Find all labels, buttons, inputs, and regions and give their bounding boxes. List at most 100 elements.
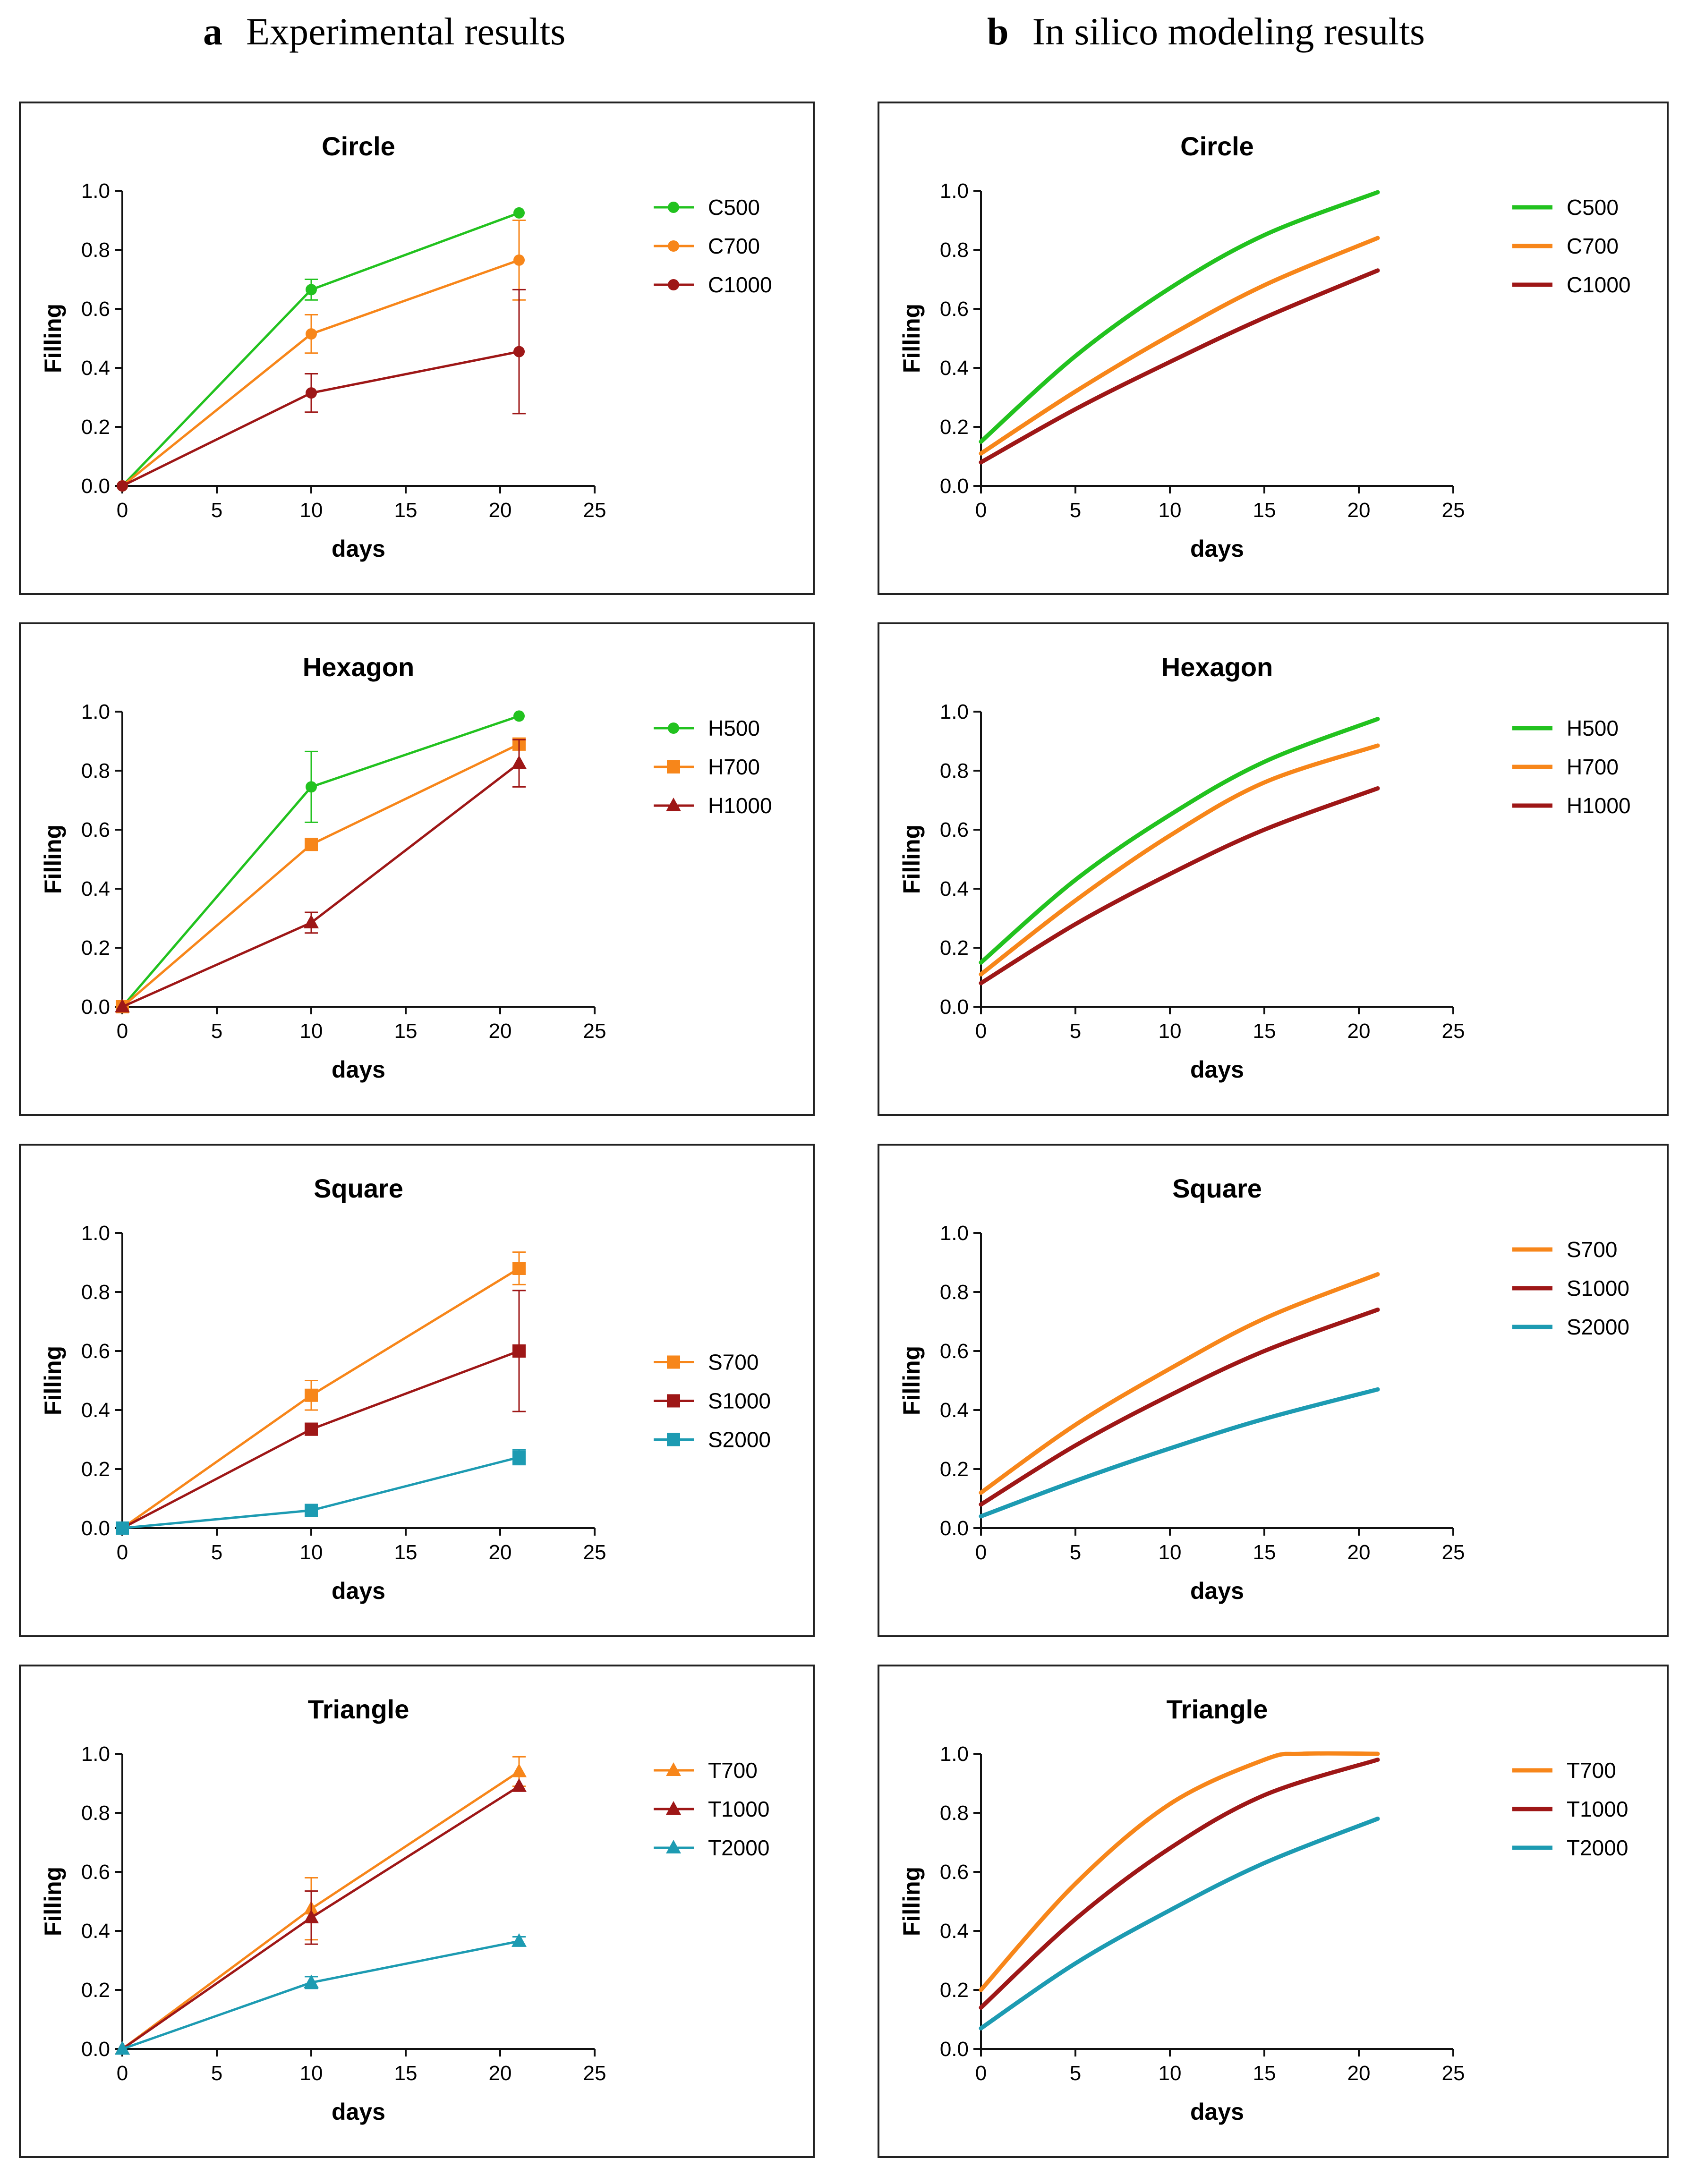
series-line xyxy=(979,1308,1380,1507)
x-tick-label: 5 xyxy=(211,2062,222,2085)
y-tick-label: 1.0 xyxy=(81,700,110,723)
data-point xyxy=(306,781,317,793)
y-tick-label: 0.2 xyxy=(81,416,110,439)
legend-label: S2000 xyxy=(1567,1315,1629,1339)
chart-title: Circle xyxy=(322,131,395,161)
y-tick-label: 0.0 xyxy=(940,475,969,498)
series-line xyxy=(121,350,520,487)
y-tick-label: 0.4 xyxy=(81,357,110,380)
legend-item: H1000 xyxy=(1512,793,1631,818)
chart-title: Hexagon xyxy=(303,652,415,682)
legend-item: S1000 xyxy=(654,1389,771,1413)
legend-item: S700 xyxy=(654,1350,759,1375)
sim-triangle-chart: Triangle 0.0 0.2 0.4 0.6 0.8 1.0 0 5 10 15 20 25 days… xyxy=(898,1694,1628,2125)
y-tick-label: 0.0 xyxy=(940,2038,969,2061)
panel-exp-triangle: Triangle 0.0 0.2 0.4 0.6 0.8 1.0 0 5 10 15 20 25 days… xyxy=(19,1665,815,2158)
series-line xyxy=(979,1817,1380,2031)
chart-title: Square xyxy=(1172,1173,1262,1203)
legend-item: T2000 xyxy=(654,1836,769,1860)
data-point xyxy=(305,1422,318,1436)
x-tick-label: 10 xyxy=(1159,2062,1182,2085)
y-tick-label: 0.0 xyxy=(81,995,110,1019)
series-H1000 xyxy=(115,739,527,1012)
series-line xyxy=(979,1751,1380,1992)
y-tick-label: 0.4 xyxy=(81,877,110,901)
data-point xyxy=(513,254,525,266)
y-axis-label: Filling xyxy=(898,1346,925,1415)
x-tick-label: 0 xyxy=(117,1541,128,1564)
y-tick-label: 0.2 xyxy=(81,1979,110,2002)
legend-label: C500 xyxy=(1567,195,1619,220)
series-H500 xyxy=(117,710,525,1012)
legend-item: H1000 xyxy=(654,793,772,818)
x-tick-label: 10 xyxy=(300,1020,323,1043)
data-point xyxy=(305,1504,318,1517)
y-axis-label: Filling xyxy=(898,304,925,373)
data-point xyxy=(306,387,317,399)
series-line xyxy=(979,1758,1380,2010)
data-point xyxy=(512,1451,526,1464)
legend-item: H500 xyxy=(654,716,760,740)
series-T2000 xyxy=(979,1817,1380,2031)
series-C700 xyxy=(979,236,1380,456)
series-T2000 xyxy=(115,1933,527,2055)
y-tick-label: 0.8 xyxy=(940,1281,969,1304)
x-tick-label: 15 xyxy=(1253,1020,1276,1043)
panel-exp-circle: Circle 0.0 0.2 0.4 0.6 0.8 1.0 0 5 10 15 20 25 days Fi… xyxy=(19,102,815,595)
x-tick-label: 20 xyxy=(489,499,512,522)
y-tick-label: 0.4 xyxy=(81,1920,110,1943)
series-line xyxy=(979,1272,1380,1495)
x-axis-label: days xyxy=(1190,535,1244,562)
axes xyxy=(121,712,595,1008)
y-tick-label: 1.0 xyxy=(940,1222,969,1245)
legend-marker xyxy=(666,1762,681,1776)
x-tick-label: 10 xyxy=(300,499,323,522)
chart-title: Triangle xyxy=(1167,1694,1268,1724)
legend-marker xyxy=(668,202,679,213)
data-point xyxy=(117,480,128,492)
series-line xyxy=(121,1350,520,1530)
sim-square-chart: Square 0.0 0.2 0.4 0.6 0.8 1.0 0 5 10 15 20 25 days Fi… xyxy=(898,1173,1629,1604)
x-tick-label: 0 xyxy=(117,2062,128,2085)
x-tick-label: 15 xyxy=(394,1020,418,1043)
series-line xyxy=(979,786,1380,986)
y-tick-label: 0.8 xyxy=(940,238,969,262)
series-C700 xyxy=(117,220,526,492)
y-tick-label: 0.0 xyxy=(81,1517,110,1540)
column-text-a: Experimental results xyxy=(246,10,566,53)
y-axis-label: Filling xyxy=(40,1346,66,1415)
legend-label: C700 xyxy=(1567,234,1619,258)
x-tick-label: 20 xyxy=(489,1541,512,1564)
legend-item: H700 xyxy=(654,755,760,779)
series-line xyxy=(121,715,520,1008)
x-tick-label: 20 xyxy=(1347,1020,1371,1043)
series-line xyxy=(979,268,1380,465)
data-point xyxy=(512,1933,527,1947)
axes xyxy=(121,1233,595,1529)
y-tick-label: 1.0 xyxy=(940,700,969,723)
x-tick-label: 0 xyxy=(117,499,128,522)
series-T700 xyxy=(979,1751,1380,1992)
y-tick-label: 0.6 xyxy=(940,1861,969,1884)
legend-item: C700 xyxy=(654,234,760,258)
y-tick-label: 0.4 xyxy=(81,1399,110,1422)
data-point xyxy=(116,1521,129,1535)
series-line xyxy=(979,717,1380,965)
series-S2000 xyxy=(116,1449,526,1535)
y-tick-label: 0.2 xyxy=(940,1458,969,1481)
y-tick-label: 0.4 xyxy=(940,1920,969,1943)
y-axis-label: Filling xyxy=(40,304,66,373)
axes xyxy=(121,191,595,487)
legend-marker xyxy=(667,1355,680,1369)
x-tick-label: 0 xyxy=(117,1020,128,1043)
legend-label: T1000 xyxy=(1567,1797,1628,1821)
series-C1000 xyxy=(979,268,1380,465)
series-line xyxy=(121,1785,520,2050)
legend-label: T2000 xyxy=(1567,1836,1628,1860)
x-tick-label: 5 xyxy=(211,1541,222,1564)
legend-label: S1000 xyxy=(708,1389,771,1413)
x-tick-label: 25 xyxy=(583,1020,606,1043)
series-line xyxy=(121,1267,520,1530)
data-point xyxy=(513,207,525,219)
x-tick-label: 25 xyxy=(1442,499,1465,522)
